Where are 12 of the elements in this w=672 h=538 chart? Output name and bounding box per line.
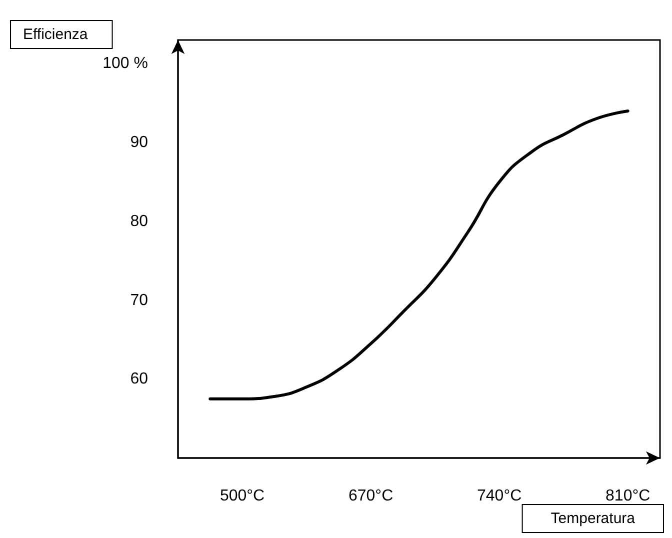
line-series bbox=[208, 109, 630, 400]
x-axis-title: Temperatura bbox=[550, 510, 636, 527]
x-tick-label: 740°C bbox=[477, 488, 522, 504]
y-tick-label: 100 % bbox=[102, 55, 148, 72]
y-axis-title: Efficienza bbox=[23, 26, 88, 43]
y-tick-label: 70 bbox=[130, 292, 148, 309]
y-tick-label: 60 bbox=[130, 370, 148, 388]
x-tick-label: 500°C bbox=[220, 488, 265, 504]
x-tick-label: 810°C bbox=[606, 488, 650, 504]
y-tick-label: 90 bbox=[130, 134, 148, 152]
y-tick-label: 80 bbox=[130, 212, 148, 230]
x-tick-label: 670°C bbox=[348, 488, 394, 504]
